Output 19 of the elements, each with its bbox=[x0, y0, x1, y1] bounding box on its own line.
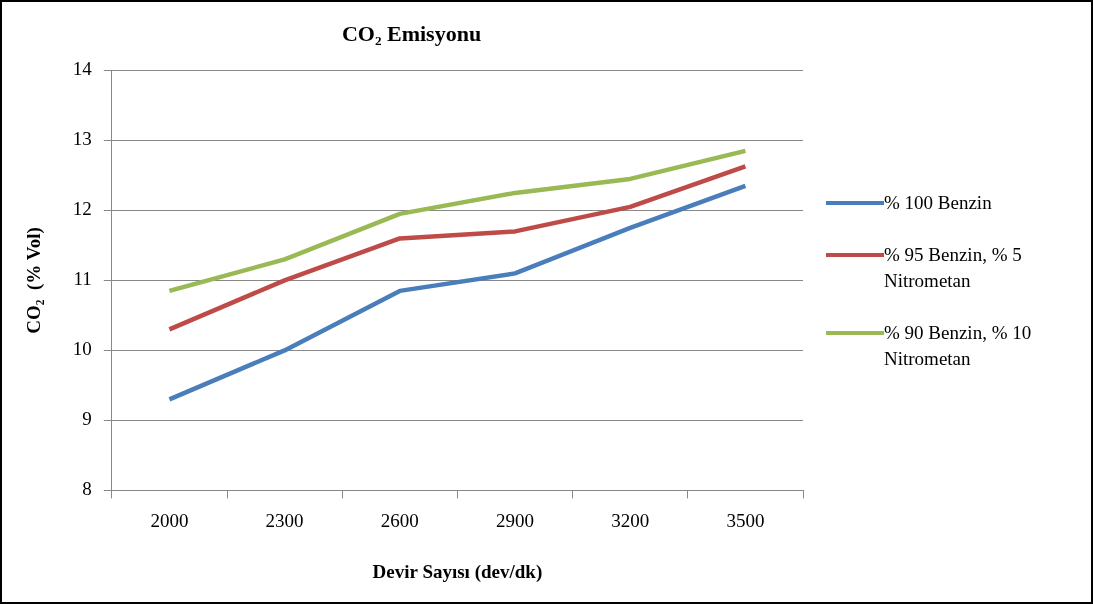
x-axis-title: Devir Sayısı (dev/dk) bbox=[372, 560, 543, 583]
x-tick-label: 2300 bbox=[265, 509, 304, 531]
legend-label: % 90 Benzin, % 10 Nitrometan bbox=[884, 321, 1033, 371]
y-tick-label: 14 bbox=[72, 58, 93, 80]
x-tick-label: 2900 bbox=[496, 509, 534, 531]
y-tick-label: 12 bbox=[72, 198, 92, 220]
y-tick-label: 11 bbox=[73, 268, 92, 290]
chart-title: CO₂ Emisyonu bbox=[341, 20, 482, 46]
x-tick-label: 2000 bbox=[150, 509, 189, 531]
y-tick-label: 8 bbox=[82, 478, 92, 500]
x-tick-label: 3200 bbox=[611, 509, 650, 531]
x-tick-label: 2600 bbox=[380, 509, 419, 531]
legend-label: % 95 Benzin, % 5 Nitrometan bbox=[884, 243, 1023, 293]
y-axis-title: CO₂ (% Vol) bbox=[23, 227, 46, 334]
y-tick-label: 9 bbox=[82, 408, 92, 430]
x-tick-label: 3500 bbox=[726, 509, 765, 531]
y-tick-label: 10 bbox=[72, 338, 92, 360]
y-tick-label: 13 bbox=[72, 128, 92, 150]
legend-label: % 100 Benzin bbox=[884, 191, 992, 215]
